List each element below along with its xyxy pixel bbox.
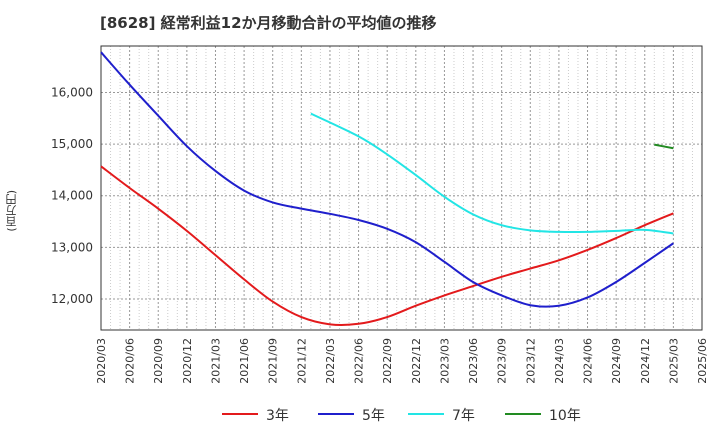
x-tick-label: 2024/06 bbox=[582, 338, 595, 384]
x-tick-label: 2022/09 bbox=[381, 338, 394, 384]
x-tick-label: 2023/06 bbox=[467, 338, 480, 384]
x-tick-label: 2024/03 bbox=[553, 338, 566, 384]
x-tick-label: 2022/03 bbox=[324, 338, 337, 384]
y-tick-label: 13,000 bbox=[51, 240, 93, 254]
x-tick-label: 2021/03 bbox=[209, 338, 222, 384]
legend-label: 3年 bbox=[266, 408, 289, 424]
y-tick-label: 16,000 bbox=[51, 85, 93, 99]
x-tick-label: 2022/12 bbox=[410, 338, 423, 384]
x-tick-label: 2021/09 bbox=[267, 338, 280, 384]
x-tick-label: 2020/12 bbox=[181, 338, 194, 384]
x-tick-label: 2020/03 bbox=[95, 338, 108, 384]
x-tick-label: 2022/06 bbox=[353, 338, 366, 384]
y-axis-label: (百万円) bbox=[5, 190, 18, 232]
series-line-3年 bbox=[100, 165, 674, 326]
series-line-10年 bbox=[654, 143, 674, 150]
x-tick-label: 2020/06 bbox=[124, 338, 137, 384]
legend-label: 5年 bbox=[362, 408, 385, 424]
y-tick-label: 14,000 bbox=[51, 189, 93, 203]
y-tick-label: 12,000 bbox=[51, 292, 93, 306]
x-tick-label: 2024/12 bbox=[639, 338, 652, 384]
plot-frame bbox=[100, 45, 703, 331]
chart-title: [8628] 経常利益12か月移動合計の平均値の推移 bbox=[100, 14, 437, 32]
x-tick-label: 2025/06 bbox=[696, 338, 709, 384]
x-tick-label: 2021/12 bbox=[295, 338, 308, 384]
x-tick-label: 2020/09 bbox=[152, 338, 165, 384]
series-line-5年 bbox=[100, 51, 674, 308]
x-tick-label: 2025/03 bbox=[667, 338, 680, 384]
y-tick-label: 15,000 bbox=[51, 137, 93, 151]
legend-label: 10年 bbox=[549, 408, 581, 424]
x-tick-label: 2023/12 bbox=[524, 338, 537, 384]
series-line-7年 bbox=[310, 112, 674, 235]
x-tick-label: 2021/06 bbox=[238, 338, 251, 384]
legend-label: 7年 bbox=[452, 408, 475, 424]
x-tick-label: 2023/09 bbox=[496, 338, 509, 384]
x-tick-label: 2023/03 bbox=[438, 338, 451, 384]
x-tick-label: 2024/09 bbox=[610, 338, 623, 384]
